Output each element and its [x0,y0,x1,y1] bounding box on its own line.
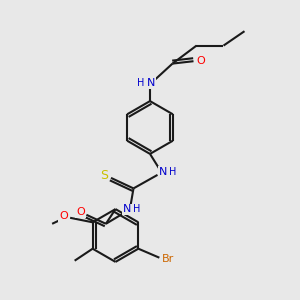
Text: H: H [137,78,145,88]
Text: N: N [123,204,131,214]
Text: H: H [169,167,176,177]
Text: O: O [196,56,206,66]
Text: N: N [146,78,155,88]
Text: H: H [133,204,140,214]
Text: S: S [100,169,108,182]
Text: O: O [76,207,85,218]
Text: Br: Br [162,254,175,264]
Text: N: N [158,167,167,177]
Text: O: O [59,211,68,221]
